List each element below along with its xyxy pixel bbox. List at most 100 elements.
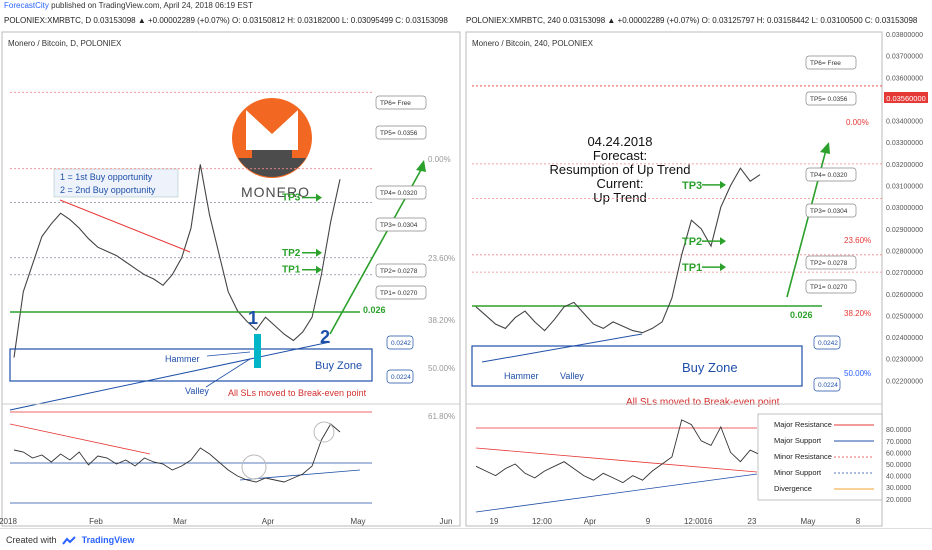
right-callout-box-3 <box>805 203 857 218</box>
left-callout-text-0: TP6= Free <box>380 100 411 107</box>
right-tp-arrows: TP1 TP2 TP3 <box>682 180 726 274</box>
right-x-tick-4: 12:00 <box>684 517 705 526</box>
right-tp3-arrowhead <box>720 180 726 189</box>
right-osc-tick-2: 60.0000 <box>886 450 911 457</box>
footer-created-with: Created with <box>6 535 57 545</box>
right-osc-legend-box <box>757 413 883 501</box>
forecast-date: 04.24.2018 <box>587 134 652 149</box>
right-buy-zone <box>471 345 803 387</box>
left-callout-text-6: 0.0242 <box>391 340 411 347</box>
right-x-tick-0: 19 <box>490 517 499 526</box>
left-callout-box-7 <box>386 369 414 384</box>
right-x-tick-7: May <box>800 517 815 526</box>
right-price-series <box>475 167 761 334</box>
publisher-name[interactable]: ForecastCity <box>4 1 49 10</box>
right-y-tick-6: 0.02800000 <box>886 248 923 255</box>
left-fib-50: 50.00% <box>428 364 455 373</box>
right-y-tick-7: 0.02900000 <box>886 227 923 234</box>
left-callout-text-1: TP5= 0.0356 <box>380 130 418 137</box>
left-callout-box-4 <box>375 263 427 278</box>
current-value: Up Trend <box>593 190 646 205</box>
legend-major-resistance: Major Resistance <box>774 420 832 429</box>
right-fib-50: 50.00% <box>844 369 871 378</box>
right-x-tick-3: 9 <box>646 517 651 526</box>
right-tp1-arrowhead <box>720 263 726 272</box>
right-fib-0: 0.00% <box>846 118 869 127</box>
right-hammer-label: Hammer <box>504 371 539 381</box>
right-callout-box-7 <box>813 377 841 392</box>
left-sl-note: All SLs moved to Break-even point <box>228 388 367 398</box>
left-x-tick-4: May <box>350 517 365 526</box>
right-y-tick-0: 0.02200000 <box>886 378 923 385</box>
right-callout-text-1: TP5= 0.0356 <box>810 96 848 103</box>
left-x-tick-3: Apr <box>262 517 275 526</box>
right-callout-text-0: TP6= Free <box>810 60 841 67</box>
right-chart-title: Monero / Bitcoin, 240, POLONIEX <box>472 39 594 48</box>
monero-logo-text: MONERO <box>241 184 310 200</box>
right-price-badge <box>884 92 928 103</box>
legend-divergence: Divergence <box>774 484 812 493</box>
left-valley-label: Valley <box>185 386 209 396</box>
publish-header: ForecastCity published on TradingView.co… <box>0 0 932 12</box>
left-hammer-pointer <box>206 351 251 357</box>
forecast-label: Forecast: <box>593 148 647 163</box>
right-callout-box-5 <box>805 279 857 294</box>
monero-logo-m-white <box>246 110 298 150</box>
published-text: published on TradingView.com, April 24, … <box>51 1 253 10</box>
left-x-tick-5: Jun <box>440 517 453 526</box>
left-tp1-arrowhead <box>316 265 322 274</box>
left-x-tick-0: 2018 <box>0 517 17 526</box>
right-chart-panel: POLONIEX:XMRBTC, 240 0.03153098 ▲ +0.000… <box>462 12 932 528</box>
right-symbol-line: POLONIEX:XMRBTC, 240 0.03153098 ▲ +0.000… <box>466 16 918 25</box>
right-callout-text-3: TP3= 0.0304 <box>810 208 848 215</box>
left-callout-box-0 <box>375 95 427 110</box>
left-uptrend-line <box>9 341 331 411</box>
legend-minor-resistance: Minor Resistance <box>774 452 832 461</box>
right-callout-text-2: TP4= 0.0320 <box>810 172 848 179</box>
right-callout-box-0 <box>805 55 857 70</box>
left-chart-title: Monero / Bitcoin, D, POLONIEX <box>8 39 122 48</box>
right-callout-box-6 <box>813 335 841 350</box>
right-callout-text-6: 0.0242 <box>818 340 838 347</box>
left-valley-pointer <box>205 358 251 388</box>
left-callout-box-5 <box>375 285 427 300</box>
left-buy-zone <box>9 348 373 382</box>
left-legend-line1: 1 = 1st Buy opportunity <box>60 172 153 182</box>
right-sl-note: All SLs moved to Break-even point <box>626 397 780 408</box>
right-osc-tick-6: 20.0000 <box>886 497 911 504</box>
right-y-tick-16: 0.03800000 <box>886 32 923 39</box>
left-chart-panel: POLONIEX:XMRBTC, D 0.03153098 ▲ +0.00002… <box>0 12 462 528</box>
right-tp-callouts: TP6= Free TP5= 0.0356 TP4= 0.0320 TP3= 0.03… <box>805 55 857 392</box>
left-level-lines <box>10 91 372 276</box>
left-x-axis: 2018 Feb Mar Apr May Jun <box>0 517 452 526</box>
left-tp1-label: TP1 <box>282 265 301 276</box>
right-y-tick-10: 0.03200000 <box>886 162 923 169</box>
legend-minor-support: Minor Support <box>774 468 822 477</box>
right-x-tick-8: 8 <box>856 517 861 526</box>
left-callout-text-2: TP4= 0.0320 <box>380 190 418 197</box>
right-osc-tick-5: 30.0000 <box>886 485 911 492</box>
right-valley-label: Valley <box>560 371 584 381</box>
footer-tradingview[interactable]: TradingView <box>81 535 135 545</box>
left-callout-text-7: 0.0224 <box>391 374 411 381</box>
right-osc-tick-0: 80.0000 <box>886 427 911 434</box>
right-fib-382: 38.20% <box>844 309 871 318</box>
right-level-green-label: 0.026 <box>790 310 813 320</box>
left-buy-zone-label: Buy Zone <box>315 360 362 372</box>
left-tp2-label: TP2 <box>282 248 301 259</box>
left-downtrend-line <box>59 199 191 253</box>
right-callout-text-7: 0.0224 <box>818 382 838 389</box>
footer-bar: Created with TradingView <box>0 528 932 550</box>
left-callout-box-6 <box>386 335 414 350</box>
left-forecast-arrowhead <box>416 160 426 172</box>
left-tp-arrows: TP1 TP2 TP3 <box>282 193 322 276</box>
right-osc-tick-1: 70.0000 <box>886 439 911 446</box>
right-y-tick-2: 0.02400000 <box>886 335 923 342</box>
left-x-tick-2: Mar <box>173 517 187 526</box>
left-hammer-candle <box>254 334 261 368</box>
right-osc-uptrend <box>475 473 758 513</box>
left-marker-2: 2 <box>320 327 330 347</box>
left-oscillator-line <box>13 423 341 483</box>
left-marker-1: 1 <box>248 308 258 328</box>
left-callout-text-4: TP2= 0.0278 <box>380 268 418 275</box>
